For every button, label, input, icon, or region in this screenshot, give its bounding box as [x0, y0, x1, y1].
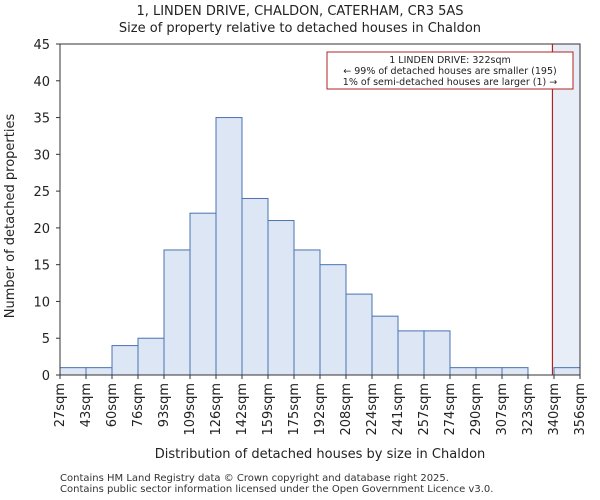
x-tick-label: 323sqm [521, 383, 536, 436]
y-tick-label: 20 [33, 222, 50, 237]
highlight-region [552, 44, 580, 375]
y-tick-label: 10 [33, 295, 50, 310]
x-tick-label: 76sqm [131, 383, 146, 427]
annotation-line-3: 1% of semi-detached houses are larger (1… [343, 77, 557, 88]
y-tick-label: 25 [33, 185, 50, 200]
bar-93sqm [163, 249, 191, 376]
bar-290sqm [475, 367, 503, 376]
x-tick-label: 126sqm [209, 383, 224, 436]
x-tick-label: 290sqm [469, 383, 484, 436]
chart-subtitle: Size of property relative to detached ho… [119, 21, 481, 36]
x-tick-label: 159sqm [261, 383, 276, 436]
bar-241sqm [397, 330, 425, 376]
bar-208sqm [345, 293, 373, 376]
bar-43sqm [85, 367, 113, 376]
bar-175sqm [293, 249, 321, 376]
x-axis-label: Distribution of detached houses by size … [155, 447, 486, 462]
bar-192sqm [319, 264, 347, 376]
bar-159sqm [267, 220, 295, 376]
bar-126sqm [215, 117, 243, 376]
x-tick-label: 356sqm [573, 383, 588, 436]
y-axis-label: Number of detached properties [3, 114, 18, 319]
bar-340sqm [553, 367, 581, 376]
chart-title: 1, LINDEN DRIVE, CHALDON, CATERHAM, CR3 … [136, 4, 463, 19]
x-tick-label: 257sqm [417, 383, 432, 436]
bar-76sqm [137, 337, 165, 376]
x-tick-label: 274sqm [443, 383, 458, 436]
y-tick-label: 40 [33, 75, 50, 90]
x-tick-label: 60sqm [105, 383, 120, 427]
x-tick-label: 93sqm [157, 383, 172, 427]
bar-224sqm [371, 315, 399, 376]
bar-307sqm [501, 367, 529, 376]
bar-27sqm [59, 367, 87, 376]
footer-line-1: Contains HM Land Registry data © Crown c… [60, 473, 449, 484]
x-tick-label: 109sqm [183, 383, 198, 436]
y-tick-label: 45 [33, 38, 50, 53]
x-tick-label: 340sqm [547, 383, 562, 436]
bar-142sqm [241, 197, 269, 376]
bar-257sqm [423, 330, 451, 376]
x-tick-label: 224sqm [365, 383, 380, 436]
x-tick-label: 208sqm [339, 383, 354, 436]
y-tick-label: 5 [42, 332, 50, 347]
annotation-line-1: 1 LINDEN DRIVE: 322sqm [389, 55, 511, 66]
x-tick-label: 142sqm [235, 383, 250, 436]
plot-area: 0 5 10 15 20 25 30 35 40 45 27sqm 43sqm 60sqm 76sqm 93… [33, 38, 588, 436]
bar-109sqm [189, 212, 217, 376]
footer-line-2: Contains public sector information licen… [60, 484, 494, 495]
x-tick-label: 43sqm [79, 383, 94, 427]
y-tick-label: 15 [33, 259, 50, 274]
annotation-line-2: ← 99% of detached houses are smaller (19… [343, 66, 556, 77]
y-tick-label: 0 [42, 369, 50, 384]
x-tick-label: 307sqm [495, 383, 510, 436]
bar-274sqm [449, 367, 477, 376]
bar-60sqm [111, 345, 139, 376]
y-tick-label: 35 [33, 112, 50, 127]
y-tick-label: 30 [33, 148, 50, 163]
x-tick-label: 27sqm [53, 383, 68, 427]
x-tick-label: 192sqm [313, 383, 328, 436]
annotation-box [326, 51, 574, 90]
x-tick-label: 175sqm [287, 383, 302, 436]
x-tick-label: 241sqm [391, 383, 406, 436]
